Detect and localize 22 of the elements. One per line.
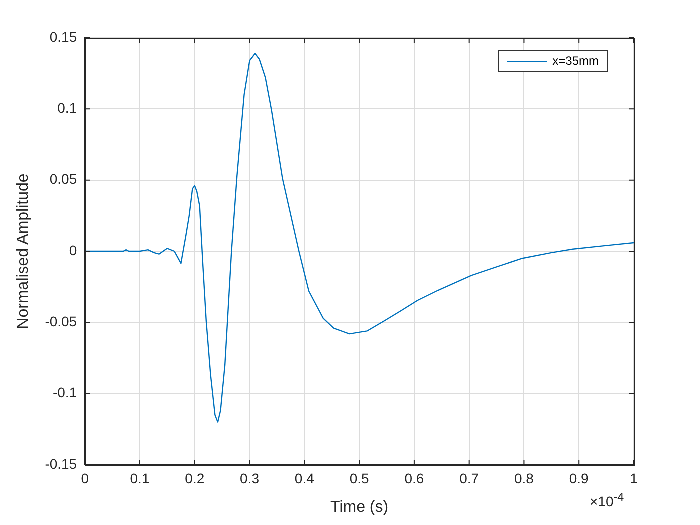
- x-tick-label: 1: [630, 470, 638, 486]
- y-tick-label: -0.1: [52, 384, 78, 401]
- y-tick-label: -0.05: [45, 314, 78, 330]
- x-tick-label: 0.4: [294, 470, 315, 486]
- x-tick-label: 0.1: [130, 470, 150, 486]
- x-tick-label: 0.6: [404, 470, 424, 486]
- legend-label: x=35mm: [552, 54, 599, 68]
- y-tick-label: 0.1: [58, 100, 78, 116]
- y-tick-label: 0.15: [50, 28, 78, 45]
- x-tick-label: 0.2: [185, 470, 205, 486]
- x-tick-label: 0.3: [240, 470, 260, 486]
- x-tick-label: 0.5: [350, 470, 370, 486]
- x-tick-label: 0: [81, 470, 90, 486]
- y-tick-label: 0: [69, 242, 78, 258]
- text: ×10$^{-4}$: [590, 491, 624, 510]
- y-axis-title: Normalised Amplitude: [15, 174, 32, 330]
- x-tick-label: 0.8: [514, 470, 534, 486]
- x-tick-label: 0.7: [460, 470, 480, 486]
- x-tick-label: 0.9: [569, 470, 590, 486]
- x-axis-title: Time (s): [330, 498, 389, 516]
- y-tick-label: -0.15: [45, 456, 78, 472]
- y-tick-label: 0.05: [50, 171, 78, 188]
